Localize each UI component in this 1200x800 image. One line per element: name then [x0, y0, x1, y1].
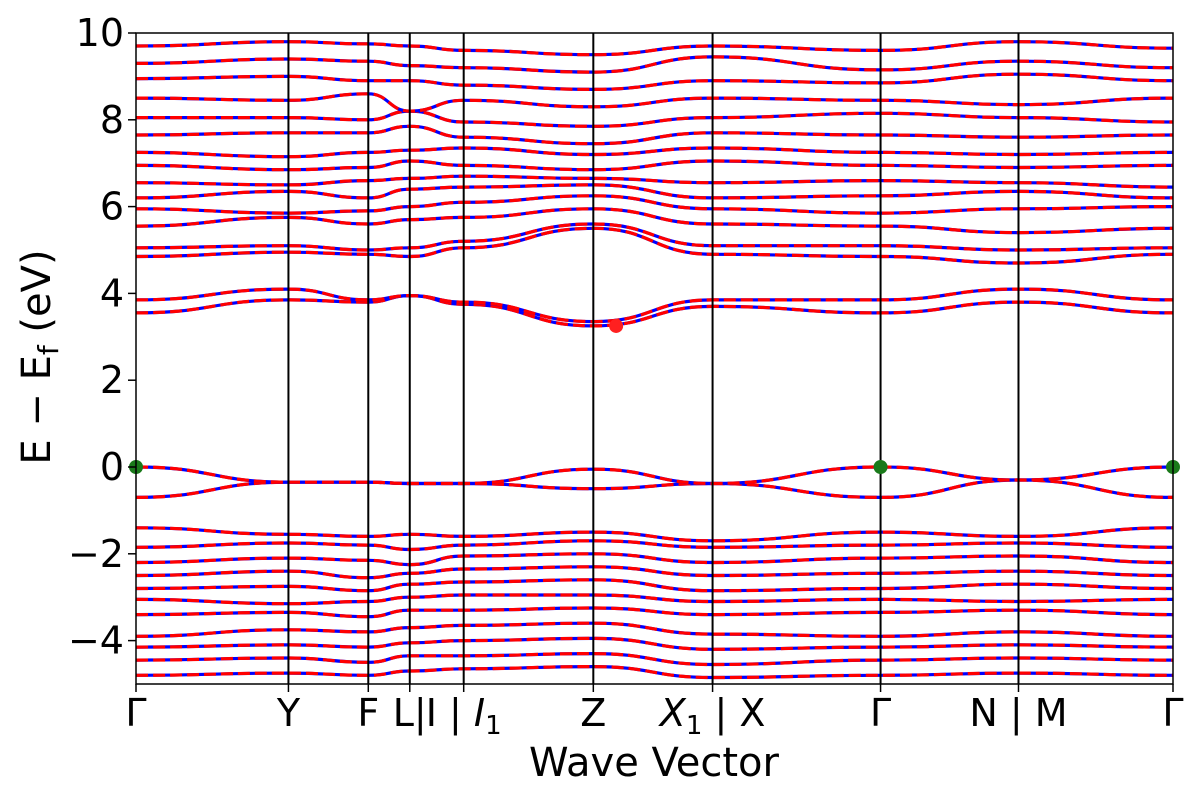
band-16-dashed	[136, 55, 1173, 74]
x-tick-label-2: F	[357, 691, 379, 735]
y-tick-label: 10	[76, 11, 124, 55]
x-axis-ticks: Γ Y F L|I | I1 Z X1 | X Γ N | M Γ	[125, 684, 1184, 741]
plot-area	[129, 32, 1180, 685]
high-symmetry-lines	[287, 33, 1020, 684]
x-tick-label-5: Z	[580, 691, 606, 735]
extremum-marker-3	[609, 318, 624, 333]
y-tick-label: 8	[100, 98, 124, 142]
y-tick-label: 4	[100, 271, 124, 315]
band-20-dashed	[136, 552, 1173, 567]
y-axis-label-main: E − E	[14, 355, 60, 465]
band-17-dashed	[136, 40, 1173, 57]
band-3-dashed	[136, 287, 1173, 324]
band-25-dashed	[136, 621, 1173, 638]
band-17-solid	[136, 40, 1173, 57]
y-axis-label: E − Ef (eV)	[14, 249, 65, 464]
extremum-marker-1	[873, 460, 888, 474]
band-10-dashed	[136, 159, 1173, 172]
x-tick-label-6: X1 | X	[658, 691, 766, 741]
x-tick-label-1: Y	[276, 691, 301, 735]
axes-frame	[135, 32, 1174, 685]
band-13-dashed	[136, 109, 1173, 128]
band-6-dashed	[136, 207, 1173, 235]
x-tick-label-7: Γ	[870, 691, 891, 735]
y-tick-label: −2	[68, 532, 124, 576]
bands-layer	[136, 40, 1173, 680]
band-8-dashed	[136, 183, 1173, 200]
band-22-dashed	[136, 578, 1173, 593]
y-tick-label: 0	[100, 445, 124, 489]
y-axis-label-subscript: f	[32, 344, 65, 355]
y-axis-ticks: −4 −2 0 2 4 6 8 10	[68, 11, 136, 663]
x-tick-label-9: Γ	[1162, 691, 1183, 735]
band-12-dashed	[136, 124, 1173, 146]
band-21-dashed	[136, 565, 1173, 580]
y-tick-label: −4	[68, 619, 124, 663]
x-tick-label-8: N | M	[969, 691, 1067, 736]
band-1-dashed	[136, 465, 1173, 486]
band-5-dashed	[136, 222, 1173, 252]
band-7-solid	[136, 194, 1173, 215]
band-7-dashed	[136, 194, 1173, 215]
x-axis-label: Wave Vector	[529, 740, 780, 786]
x-tick-label-0: Γ	[125, 691, 146, 735]
y-tick-label: 2	[100, 358, 124, 402]
y-tick-label: 6	[100, 185, 124, 229]
band-15-dashed	[136, 72, 1173, 92]
x-tick-label-3: L|	[393, 691, 427, 736]
band-14-solid	[136, 92, 1173, 113]
x-tick-label-4: I | I1	[426, 691, 502, 741]
band-27-dashed	[136, 651, 1173, 667]
extrema-markers	[129, 318, 1180, 474]
band-14-dashed	[136, 92, 1173, 113]
band-18-dashed	[136, 526, 1173, 543]
band-12-solid	[136, 124, 1173, 146]
y-axis-label-unit: (eV)	[14, 249, 60, 345]
